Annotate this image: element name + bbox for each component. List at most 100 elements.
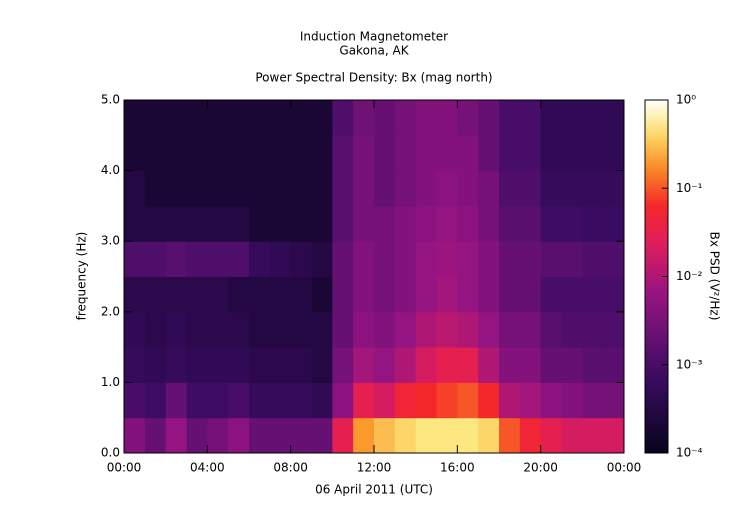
- heatmap-cell: [499, 135, 521, 172]
- heatmap-cell: [499, 276, 521, 313]
- heatmap-cell: [561, 100, 583, 136]
- heatmap-cell: [478, 347, 500, 383]
- heatmap-cell: [311, 382, 333, 419]
- x-tick-label: 20:00: [523, 461, 558, 475]
- heatmap-cell: [499, 311, 521, 348]
- heatmap-cell: [582, 135, 604, 172]
- heatmap-cell: [353, 135, 375, 172]
- y-tick-label: 1.0: [101, 375, 120, 389]
- heatmap-cell: [311, 241, 333, 277]
- plot-title: Power Spectral Density: Bx (mag north): [255, 71, 492, 85]
- colorbar-tick-label: 10⁻²: [676, 269, 703, 283]
- heatmap-cell: [228, 276, 250, 313]
- heatmap-cell: [144, 311, 167, 348]
- heatmap-cell: [415, 417, 437, 454]
- heatmap-cell: [353, 276, 375, 313]
- heatmap-cell: [519, 135, 542, 172]
- heatmap-cell: [228, 170, 250, 207]
- heatmap-cell: [228, 100, 250, 136]
- heatmap-cell: [144, 170, 167, 207]
- heatmap-cell: [311, 100, 333, 136]
- x-axis-label: 06 April 2011 (UTC): [315, 483, 433, 497]
- heatmap-cell: [582, 100, 604, 136]
- heatmap-cell: [478, 241, 500, 277]
- heatmap-cell: [582, 276, 604, 313]
- heatmap-cell: [165, 417, 187, 454]
- heatmap-cell: [332, 311, 354, 348]
- heatmap-cell: [124, 170, 146, 207]
- heatmap-cell: [394, 311, 417, 348]
- heatmap-cell: [124, 311, 146, 348]
- heatmap-cell: [394, 276, 417, 313]
- heatmap-cell: [269, 205, 292, 242]
- heatmap-cell: [540, 205, 562, 242]
- heatmap-cell: [353, 241, 375, 277]
- y-tick-label: 5.0: [101, 93, 120, 107]
- heatmap-cell: [144, 100, 167, 136]
- colorbar-tick-label: 10⁻⁴: [676, 446, 703, 460]
- heatmap-cell: [207, 417, 229, 454]
- heatmap-cell: [332, 417, 354, 454]
- heatmap-cell: [186, 100, 208, 136]
- heatmap-cell: [228, 347, 250, 383]
- heatmap-cell: [290, 135, 312, 172]
- heatmap-cell: [186, 170, 208, 207]
- heatmap-cell: [561, 241, 583, 277]
- heatmap-cell: [311, 311, 333, 348]
- heatmap-cell: [561, 417, 583, 454]
- heatmap-cell: [436, 205, 458, 242]
- heatmap-cell: [436, 382, 458, 419]
- heatmap-cell: [478, 170, 500, 207]
- heatmap-cell: [311, 170, 333, 207]
- heatmap-cell: [353, 311, 375, 348]
- heatmap-cell: [415, 382, 437, 419]
- heatmap-cell: [249, 417, 271, 454]
- heatmap-cell: [249, 135, 271, 172]
- heatmap-cell: [353, 170, 375, 207]
- heatmap-cell: [519, 311, 542, 348]
- heatmap-cell: [353, 347, 375, 383]
- heatmap-cell: [540, 135, 562, 172]
- heatmap-cell: [415, 347, 437, 383]
- heatmap-cell: [207, 100, 229, 136]
- heatmap-cell: [457, 135, 479, 172]
- heatmap-cell: [561, 311, 583, 348]
- heatmap-cell: [290, 311, 312, 348]
- heatmap-cell: [478, 311, 500, 348]
- heatmap-cell: [249, 276, 271, 313]
- heatmap-cell: [499, 347, 521, 383]
- heatmap-cell: [165, 347, 187, 383]
- heatmap-cell: [186, 417, 208, 454]
- heatmap-cell: [436, 100, 458, 136]
- heatmap-cell: [165, 276, 187, 313]
- heatmap-cell: [457, 311, 479, 348]
- heatmap-cell: [353, 382, 375, 419]
- heatmap-cell: [415, 276, 437, 313]
- heatmap-cell: [207, 135, 229, 172]
- heatmap-cell: [394, 417, 417, 454]
- y-axis-label: frequency (Hz): [75, 232, 89, 321]
- heatmap-cell: [332, 170, 354, 207]
- heatmap-cell: [603, 276, 625, 313]
- heatmap-cell: [540, 382, 562, 419]
- heatmap-cell: [603, 347, 625, 383]
- heatmap-cell: [332, 241, 354, 277]
- heatmap-cell: [165, 170, 187, 207]
- heatmap-cell: [603, 170, 625, 207]
- heatmap-cell: [519, 417, 542, 454]
- heatmap-cell: [436, 241, 458, 277]
- heatmap-cell: [603, 100, 625, 136]
- heatmap-cell: [478, 382, 500, 419]
- heatmap-cell: [207, 241, 229, 277]
- heatmap-cell: [582, 417, 604, 454]
- heatmap-cell: [290, 100, 312, 136]
- heatmap-cell: [290, 417, 312, 454]
- heatmap-cell: [582, 382, 604, 419]
- heatmap-cell: [228, 417, 250, 454]
- heatmap-cell: [436, 170, 458, 207]
- heatmap-cell: [499, 170, 521, 207]
- heatmap-cell: [165, 311, 187, 348]
- heatmap-cell: [144, 347, 167, 383]
- heatmap-cell: [228, 241, 250, 277]
- heatmap-cell: [394, 347, 417, 383]
